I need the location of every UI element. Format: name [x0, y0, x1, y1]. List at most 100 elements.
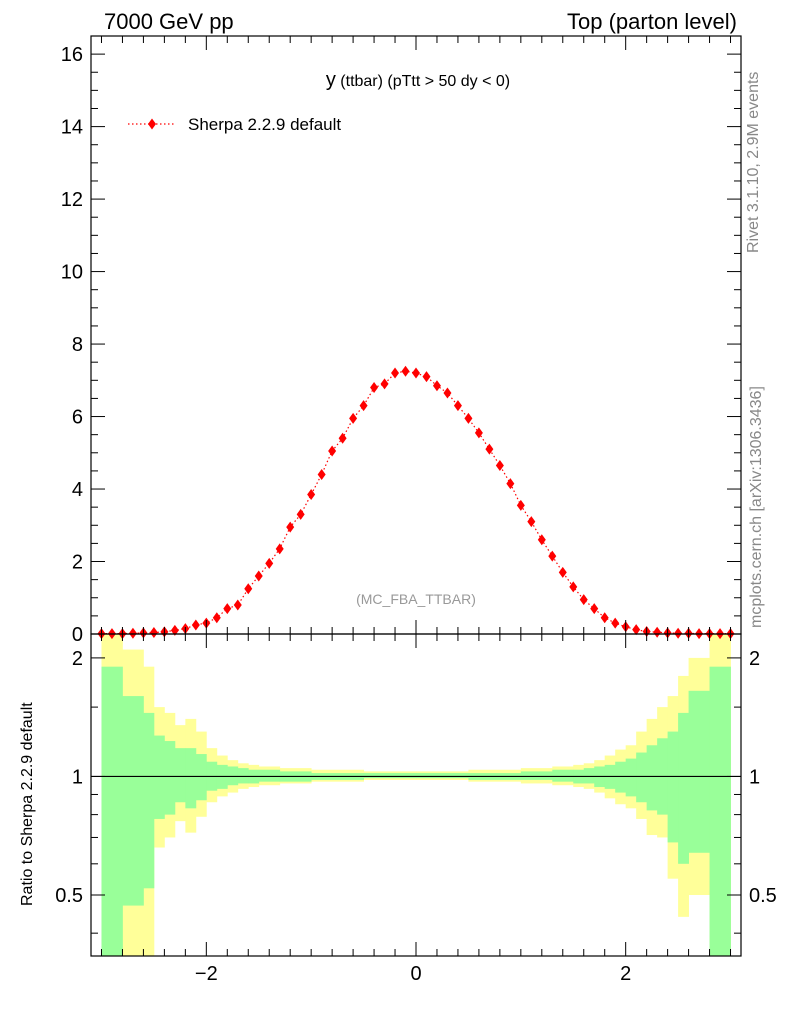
data-point [191, 619, 200, 631]
data-point [600, 612, 609, 624]
data-point [485, 443, 494, 455]
inner-band-bin [153, 735, 165, 819]
inner-band-bin [678, 712, 689, 864]
inner-band-bin [709, 666, 731, 956]
inner-band-bin [625, 758, 637, 797]
data-point [286, 521, 295, 533]
plot-titles: y (ttbar) (pTtt > 50 dy < 0) (MC_FBA_TTBA… [326, 69, 510, 607]
main-y-tick-label: 14 [61, 117, 83, 139]
plot-title-selection: (ttbar) (pTtt > 50 dy < 0) [336, 73, 510, 90]
data-point [453, 400, 462, 412]
legend: Sherpa 2.2.9 default [128, 115, 341, 134]
main-y-tick-label: 4 [72, 479, 83, 501]
ratio-y-tick-label-right: 1 [749, 766, 760, 788]
inner-band-bin [636, 752, 648, 803]
main-y-tick-label: 2 [72, 552, 83, 574]
inner-band-bin [195, 754, 207, 801]
inner-band-bin [237, 768, 249, 784]
inner-band-bin [646, 745, 658, 811]
data-point [244, 583, 253, 595]
data-point [464, 412, 473, 424]
main-y-tick-label: 12 [61, 189, 83, 211]
data-point [632, 624, 641, 636]
inner-band-bin [143, 712, 155, 889]
data-point [674, 627, 683, 639]
ratio-y-tick-label-left: 1 [72, 766, 83, 788]
data-point [328, 445, 337, 457]
data-point [170, 624, 179, 636]
data-point [401, 365, 410, 377]
data-point [422, 371, 431, 383]
plot-title: y (ttbar) (pTtt > 50 dy < 0) [326, 69, 510, 91]
header-right: Top (parton level) [567, 9, 737, 34]
main-y-tick-label: 16 [61, 44, 83, 66]
data-point [443, 387, 452, 399]
inner-band-bin [583, 768, 595, 784]
data-point [223, 603, 232, 615]
data-point [412, 367, 420, 379]
legend-marker [148, 118, 156, 130]
data-point [474, 427, 483, 439]
x-tick-label: 2 [620, 963, 631, 985]
ratio-y-tick-label-right: 0.5 [749, 885, 777, 907]
inner-band-bin [164, 741, 176, 815]
data-point [338, 432, 347, 444]
inner-band-bin [258, 769, 281, 782]
data-point [380, 378, 389, 390]
data-point [370, 382, 379, 394]
axis-ticks [91, 35, 741, 956]
data-point [527, 516, 536, 528]
data-point [265, 557, 274, 569]
data-point [391, 367, 400, 379]
inner-band-bin [667, 731, 679, 843]
data-point [128, 627, 137, 639]
data-point [590, 603, 599, 615]
inner-band-bin [122, 696, 144, 906]
main-y-tick-label: 0 [72, 624, 83, 646]
header-left: 7000 GeV pp [104, 9, 234, 34]
data-point [506, 478, 515, 490]
data-point [579, 594, 588, 606]
data-point [537, 534, 546, 546]
data-point [349, 412, 358, 424]
data-point [611, 617, 620, 629]
inner-band-bin [416, 773, 469, 779]
data-point [307, 488, 316, 500]
data-point [432, 380, 441, 392]
data-point [275, 543, 284, 555]
x-tick-label: −2 [195, 963, 218, 985]
data-point [359, 400, 368, 412]
data-point [558, 566, 567, 578]
ratio-y-tick-label-right: 2 [749, 648, 760, 670]
x-tick-label: 0 [410, 963, 421, 985]
data-point [233, 599, 242, 611]
inner-band-bin [688, 690, 710, 853]
inner-band-bin [363, 773, 417, 779]
ratio-error-bands [101, 634, 731, 956]
analysis-tag: (MC_FBA_TTBAR) [356, 591, 476, 607]
data-point [653, 626, 662, 638]
ratio-y-tick-label-left: 2 [72, 648, 83, 670]
data-point [569, 581, 578, 593]
legend-label: Sherpa 2.2.9 default [188, 115, 341, 134]
data-point [516, 499, 525, 511]
main-y-tick-label: 6 [72, 407, 83, 429]
data-point [317, 469, 326, 481]
inner-band-bin [520, 771, 553, 780]
data-point [149, 627, 158, 639]
plot-title-variable: y [326, 69, 336, 91]
inner-band-bin [615, 761, 627, 793]
inner-band-bin [101, 666, 123, 956]
data-point [296, 508, 305, 520]
data-point [548, 550, 557, 562]
main-y-tick-label: 8 [72, 334, 83, 356]
ratio-y-tick-label-left: 0.5 [55, 885, 83, 907]
main-y-tick-label: 10 [61, 262, 83, 284]
inner-band-bin [185, 748, 197, 809]
inner-band-bin [552, 769, 574, 782]
data-point [212, 612, 221, 624]
data-point [254, 570, 263, 582]
inner-band-bin [174, 748, 186, 803]
